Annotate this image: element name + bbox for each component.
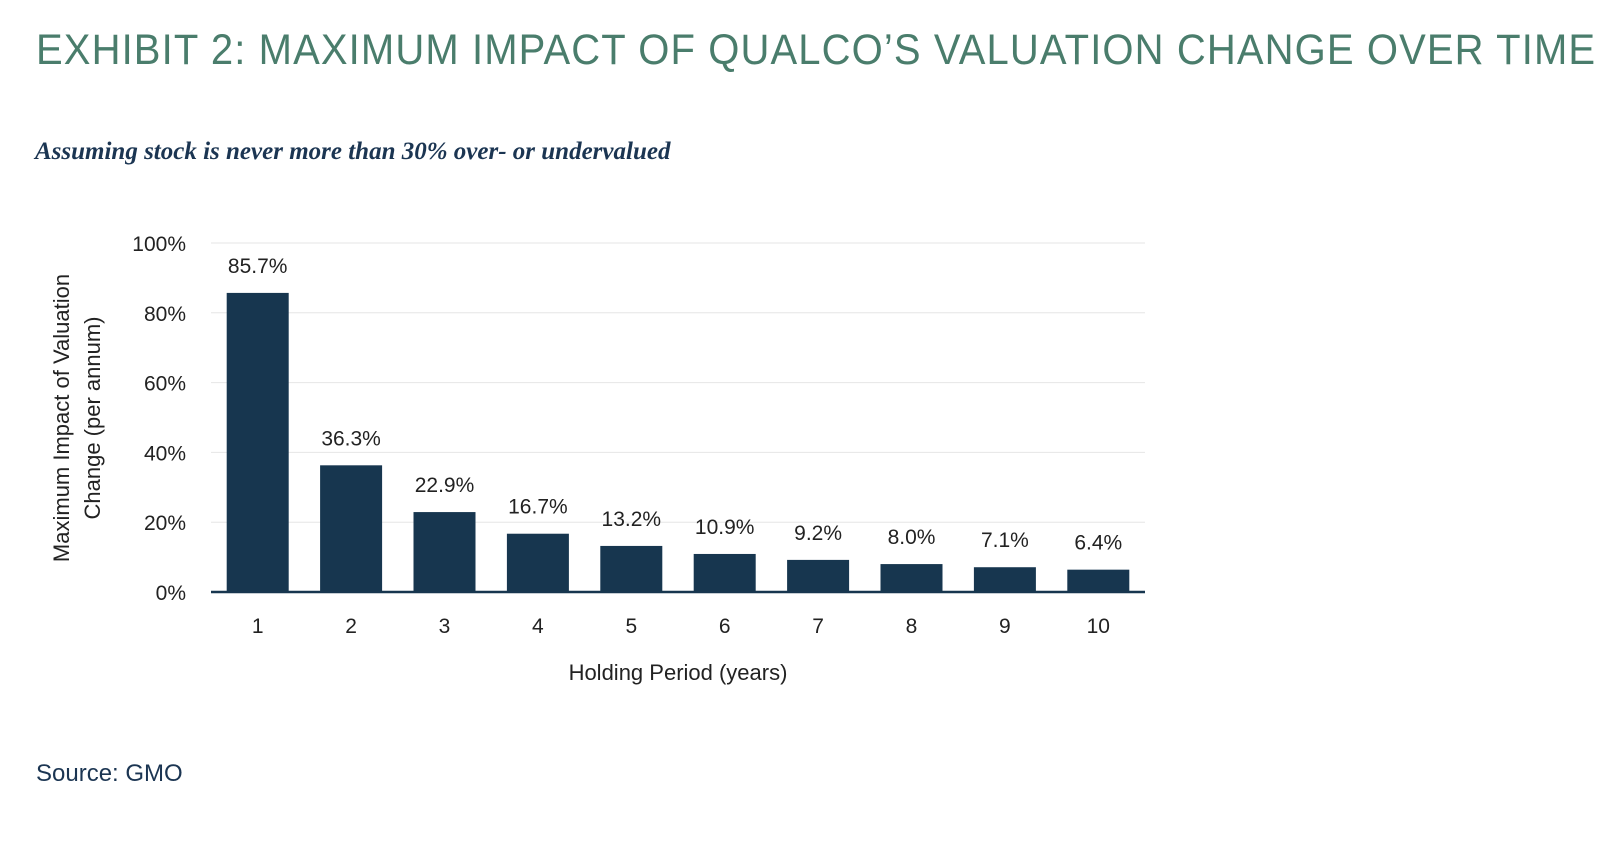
y-tick-label: 20%: [144, 512, 186, 535]
bar-value-label: 7.1%: [981, 529, 1029, 552]
bar-value-label: 36.3%: [321, 427, 381, 450]
bar: [1067, 569, 1130, 592]
y-tick-label: 80%: [144, 303, 186, 326]
bar: [226, 292, 289, 592]
source-note: Source: GMO: [36, 760, 183, 787]
x-axis-label: Holding Period (years): [569, 660, 788, 685]
bar-value-label: 8.0%: [888, 526, 936, 549]
bar-value-label: 13.2%: [602, 508, 662, 531]
x-tick-label: 2: [345, 615, 357, 638]
bar-value-labels: 85.7% 36.3% 22.9% 16.7% 13.2% 10.9% 9.2% 8.0% 7.…: [228, 255, 1122, 555]
y-tick-label: 0%: [156, 582, 186, 605]
bar: [413, 512, 476, 592]
x-tick-label: 10: [1087, 615, 1110, 638]
y-tick-label: 60%: [144, 373, 186, 396]
bar-value-label: 16.7%: [508, 496, 568, 519]
y-axis-label-line-1: Maximum Impact of Valuation: [49, 274, 74, 562]
y-axis-ticks: 0% 20% 40% 60% 80% 100%: [132, 233, 186, 605]
bar: [973, 567, 1036, 592]
y-axis-label: Maximum Impact of Valuation Change (per …: [49, 274, 105, 562]
bar-value-label: 9.2%: [794, 522, 842, 545]
x-tick-label: 7: [812, 615, 824, 638]
bar: [787, 559, 850, 592]
bar-value-label: 22.9%: [415, 474, 475, 497]
x-tick-label: 5: [625, 615, 637, 638]
bar-chart: 0% 20% 40% 60% 80% 100% 85.7% 36.3% 22.9% 16.7% 1…: [49, 233, 1145, 685]
x-tick-label: 4: [532, 615, 544, 638]
y-axis-label-line-2: Change (per annum): [80, 316, 105, 519]
bar: [693, 553, 756, 592]
bar: [506, 533, 569, 592]
bars: [226, 292, 1130, 592]
x-axis-ticks: 1 2 3 4 5 6 7 8 9 10: [252, 615, 1110, 638]
x-tick-label: 9: [999, 615, 1011, 638]
x-tick-label: 6: [719, 615, 731, 638]
page-subtitle: Assuming stock is never more than 30% ov…: [35, 138, 671, 165]
x-tick-label: 1: [252, 615, 264, 638]
y-tick-label: 100%: [132, 233, 186, 256]
x-tick-label: 3: [439, 615, 451, 638]
bar-value-label: 85.7%: [228, 255, 288, 278]
x-tick-label: 8: [906, 615, 918, 638]
bar: [880, 564, 943, 592]
bar: [600, 545, 663, 592]
bar: [320, 465, 383, 592]
page-title: EXHIBIT 2: MAXIMUM IMPACT OF QUALCO’S VA…: [36, 26, 1597, 74]
bar-value-label: 6.4%: [1074, 532, 1122, 555]
y-tick-label: 40%: [144, 442, 186, 465]
bar-value-label: 10.9%: [695, 516, 755, 539]
